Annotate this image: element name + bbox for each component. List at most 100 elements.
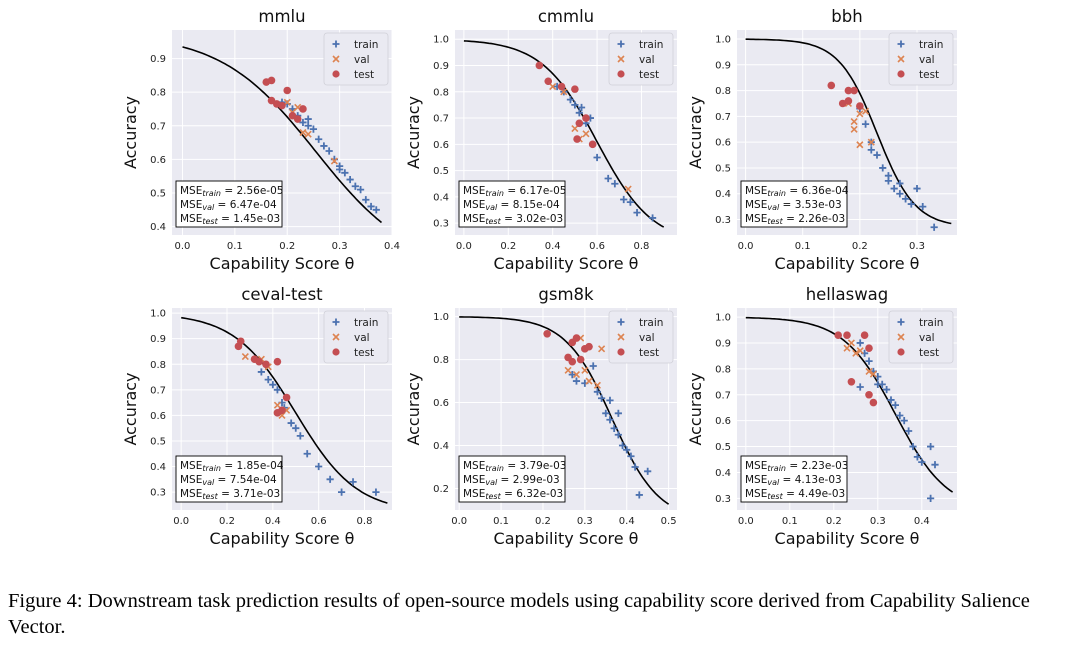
legend-train-label: train (639, 39, 663, 51)
train-point (315, 135, 323, 143)
val-point (330, 157, 338, 165)
test-point (571, 85, 579, 93)
y-tick-label: 0.4 (150, 462, 166, 473)
x-tick-label: 0.4 (384, 241, 400, 252)
train-point (577, 103, 586, 112)
y-tick-label: 1.0 (715, 313, 731, 324)
chart-title: mmlu (258, 7, 305, 26)
mse-val: MSEval = 4.13e-03 (745, 474, 842, 487)
train-point (909, 442, 917, 451)
legend-test-marker (332, 70, 340, 78)
legend-train-label: train (354, 317, 378, 329)
train-point (874, 380, 882, 388)
test-point (299, 105, 307, 113)
mse-train: MSEtrain = 2.56e-05 (180, 185, 283, 198)
y-tick-label: 0.8 (150, 88, 166, 99)
chart-panel-cmmlu: 0.0 0.2 0.4 0.6 0.8 0.3 0.4 0.5 0.6 0.7 0.8 0.9 1.0 c… (404, 7, 677, 273)
test-point (293, 115, 302, 123)
train-point (269, 381, 277, 389)
val-point (304, 130, 312, 138)
test-point (573, 135, 581, 143)
x-tick-label: 0.8 (634, 241, 650, 252)
train-point (572, 377, 581, 385)
train-point (879, 164, 887, 172)
train-point (346, 175, 354, 184)
y-tick-label: 0.4 (150, 222, 166, 233)
test-point (585, 342, 593, 351)
x-tick-label: 0.4 (914, 516, 930, 527)
legend-train-label: train (919, 317, 943, 329)
x-tick-label: 0.2 (219, 516, 235, 527)
legend-val-label: val (354, 54, 370, 66)
y-tick-label: 0.3 (150, 488, 166, 499)
test-point (576, 355, 585, 364)
test-point (575, 119, 584, 128)
mse-test: MSEtest = 2.26e-03 (745, 213, 845, 226)
val-point (582, 130, 590, 138)
mse-val: MSEval = 3.53e-03 (745, 199, 842, 212)
data-layer (745, 316, 954, 502)
val-point (598, 345, 606, 353)
legend-val-marker (332, 55, 340, 63)
train-point (568, 371, 576, 379)
train-point (349, 478, 357, 486)
x-axis-label: Capability Score θ (210, 254, 355, 273)
test-point (568, 357, 577, 366)
x-tick-label: 0.1 (782, 516, 798, 527)
x-tick-label: 0.0 (456, 241, 472, 252)
legend-train-label: train (919, 39, 943, 51)
y-axis-label: Accuracy (121, 372, 140, 445)
legend-val-marker (332, 333, 340, 341)
val-point (593, 381, 601, 389)
val-point (585, 377, 593, 385)
train-point (891, 401, 899, 409)
y-tick-label: 0.7 (150, 385, 166, 396)
y-axis-label: Accuracy (404, 372, 423, 445)
legend: train val test (888, 310, 954, 364)
val-point (581, 366, 589, 374)
train-point (623, 446, 631, 454)
y-tick-label: 1.0 (150, 309, 166, 320)
x-tick-label: 0.2 (279, 241, 295, 252)
y-tick-label: 0.8 (433, 355, 449, 366)
train-point (614, 409, 622, 417)
y-tick-label: 1.0 (433, 35, 449, 46)
test-point (844, 86, 853, 95)
test-point (282, 393, 291, 402)
x-tick-label: 0.3 (909, 241, 925, 252)
y-tick-label: 0.6 (433, 140, 449, 151)
fitted-curve (745, 38, 952, 225)
legend-val-label: val (639, 54, 655, 66)
val-point (856, 141, 864, 149)
y-tick-label: 0.9 (150, 54, 166, 65)
val-point (299, 128, 307, 137)
mse-test: MSEtest = 1.45e-03 (180, 213, 280, 226)
legend-test-marker (617, 348, 625, 356)
test-point (543, 329, 551, 338)
y-tick-label: 0.9 (715, 60, 731, 71)
legend-box (608, 310, 674, 364)
x-tick-label: 0.8 (357, 516, 373, 527)
fitted-curve (181, 316, 388, 504)
data-layer (182, 46, 383, 224)
mse-val: MSEval = 2.99e-03 (463, 474, 560, 487)
val-point (572, 371, 581, 379)
x-tick-label: 0.4 (619, 516, 635, 527)
y-tick-label: 0.8 (715, 364, 731, 375)
train-point (627, 452, 635, 460)
train-point (287, 419, 295, 427)
train-point (896, 190, 904, 198)
train-point (633, 209, 641, 217)
y-tick-label: 0.7 (715, 390, 731, 401)
train-point (372, 488, 380, 496)
train-point (571, 101, 579, 109)
train-point (856, 383, 864, 391)
mse-val: MSEval = 8.15e-04 (463, 199, 560, 212)
train-point (901, 195, 910, 203)
legend-val-label: val (354, 332, 370, 344)
y-tick-label: 0.6 (715, 416, 731, 427)
train-point (896, 179, 904, 188)
chart-title: cmmlu (538, 7, 594, 26)
y-tick-label: 1.0 (715, 35, 731, 46)
